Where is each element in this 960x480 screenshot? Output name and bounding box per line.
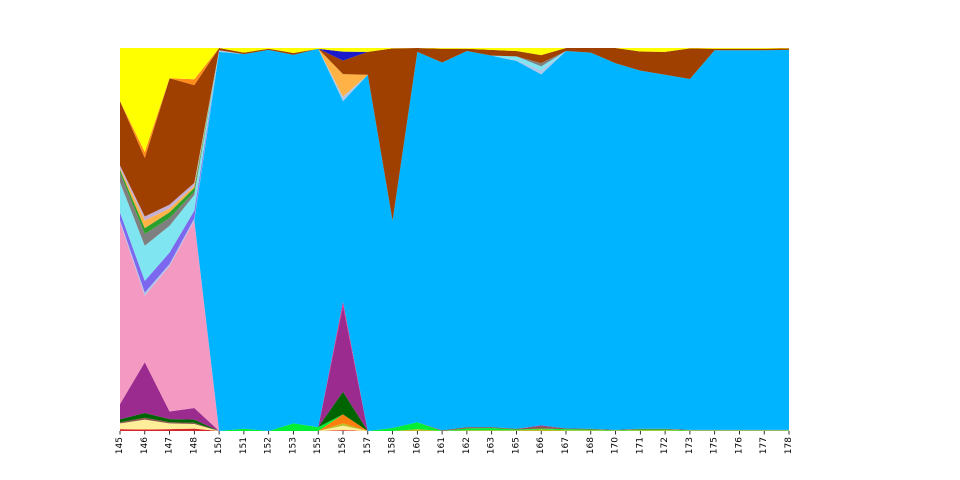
x-tick-label: 173 <box>685 437 695 454</box>
x-tick-label: 145 <box>115 437 125 454</box>
x-tick-label: 158 <box>388 437 398 454</box>
x-tick-label: 172 <box>660 437 670 454</box>
x-tick-label: 176 <box>734 437 744 454</box>
area-series-10 <box>120 48 789 432</box>
area-series-4 <box>120 414 789 431</box>
area-series-7 <box>120 306 789 431</box>
x-tick-label: 166 <box>536 437 546 454</box>
x-tick-label: 178 <box>784 437 794 454</box>
x-tick-label: 177 <box>759 437 769 454</box>
x-tick-label: 175 <box>710 437 720 454</box>
area-layers <box>120 48 789 432</box>
x-tick-label: 147 <box>165 437 175 454</box>
area-series-0 <box>120 428 789 431</box>
x-tick-label: 155 <box>313 437 323 454</box>
x-tick-label: 157 <box>363 437 373 454</box>
x-tick-label: 163 <box>487 437 497 454</box>
x-tick-label: 150 <box>214 437 224 454</box>
x-tick-label: 152 <box>264 437 274 454</box>
x-axis: 145 146 147 148 150 151 152 153 155 156 157 158 160 1… <box>115 431 794 454</box>
x-tick-label: 168 <box>586 437 596 454</box>
x-tick-label: 156 <box>338 437 348 454</box>
x-tick-label: 167 <box>561 437 571 454</box>
x-tick-label: 170 <box>611 437 621 454</box>
x-tick-label: 165 <box>511 437 521 454</box>
x-tick-label: 162 <box>462 437 472 454</box>
x-tick-label: 160 <box>412 437 422 454</box>
x-tick-label: 151 <box>239 437 249 454</box>
x-tick-label: 146 <box>140 437 150 454</box>
x-tick-label: 153 <box>288 437 298 454</box>
x-tick-label: 161 <box>437 437 447 454</box>
area-series-22 <box>120 48 789 152</box>
x-tick-label: 148 <box>189 437 199 454</box>
x-tick-label: 171 <box>635 437 645 454</box>
area-series-9 <box>120 220 789 431</box>
